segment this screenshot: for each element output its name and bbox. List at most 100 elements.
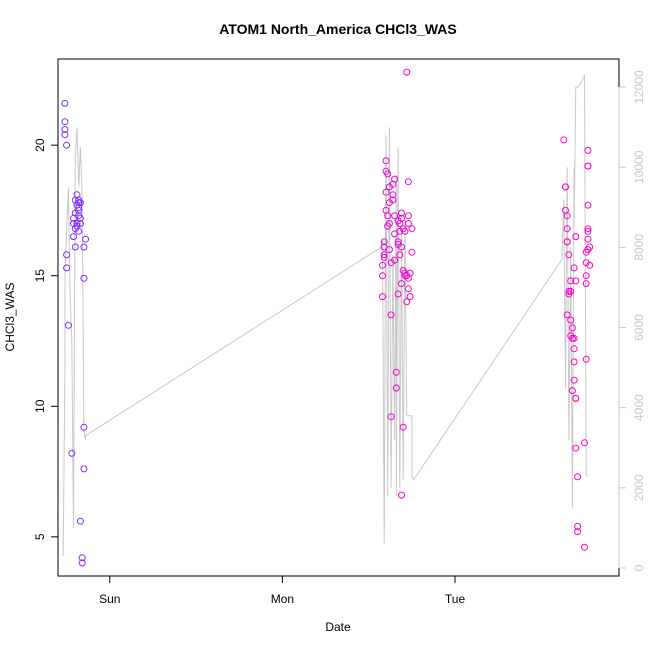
data-point: [380, 238, 388, 246]
data-point: [408, 248, 416, 256]
data-point: [71, 243, 79, 251]
data-point: [385, 220, 393, 227]
data-point: [404, 178, 412, 186]
data-point: [392, 384, 400, 392]
y-tick-label: 15: [33, 269, 47, 283]
y-tick-label: 5: [33, 533, 47, 540]
data-point: [80, 274, 88, 282]
x-tick-label: Sun: [99, 592, 120, 606]
altitude-line: [62, 74, 588, 557]
data-point: [394, 238, 402, 246]
data-point: [572, 277, 580, 285]
y2-tick-label: 2000: [632, 474, 646, 501]
chart-title: ATOM1 North_America CHCl3_WAS: [219, 21, 457, 37]
data-point: [403, 298, 411, 306]
y-axis-label: CHCl3_WAS: [3, 283, 17, 352]
y2-tick-label: 6000: [632, 314, 646, 341]
y2-tick-label: 12000: [632, 70, 646, 104]
data-point: [76, 214, 84, 222]
data-point: [80, 423, 88, 431]
y-tick-label: 20: [33, 138, 47, 152]
data-point: [584, 146, 592, 154]
data-point: [384, 212, 392, 220]
data-point: [570, 334, 578, 342]
y-axis: 5 10 15 20: [33, 138, 58, 540]
data-point: [398, 243, 405, 251]
data-point: [567, 316, 575, 324]
data-point: [75, 206, 83, 214]
data-point: [384, 170, 392, 178]
data-point: [396, 251, 404, 259]
data-point: [584, 225, 592, 233]
data-point: [391, 256, 399, 264]
data-point: [401, 227, 409, 235]
y-tick-label: 10: [33, 399, 47, 413]
data-point: [398, 209, 405, 217]
data-point: [404, 285, 412, 293]
altitude-line-layer: [62, 74, 588, 557]
data-point: [391, 212, 399, 220]
data-point: [574, 473, 582, 481]
data-point: [572, 394, 580, 402]
data-point: [64, 321, 72, 329]
data-point: [61, 99, 69, 107]
data-point: [80, 465, 88, 473]
data-point: [379, 272, 386, 280]
data-point: [572, 444, 580, 452]
data-point: [76, 517, 84, 525]
data-point: [78, 559, 86, 567]
data-point: [63, 141, 71, 149]
data-point: [563, 238, 571, 246]
data-point: [385, 246, 393, 254]
data-point: [392, 368, 400, 376]
data-point: [68, 449, 76, 457]
data-point: [61, 126, 69, 133]
data-point: [565, 251, 573, 259]
data-point: [82, 235, 90, 243]
data-point: [382, 157, 390, 165]
data-point: [584, 235, 592, 243]
data-point: [567, 287, 575, 295]
data-point: [75, 227, 83, 235]
y2-tick-label: 10000: [632, 150, 646, 184]
data-point: [563, 225, 571, 233]
data-point: [391, 175, 399, 183]
data-point: [63, 264, 71, 272]
data-point: [398, 491, 405, 499]
y2-tick-label: 0: [632, 564, 646, 571]
data-point: [562, 183, 569, 191]
data-point: [570, 376, 578, 384]
data-point: [572, 233, 580, 241]
data-point: [389, 196, 397, 204]
data-point: [584, 201, 592, 209]
data-point: [379, 293, 386, 301]
y2-tick-label: 4000: [632, 394, 646, 421]
data-points-layer: [61, 68, 594, 567]
data-point: [586, 243, 594, 251]
data-point: [403, 68, 411, 76]
data-point: [568, 324, 576, 332]
data-point: [399, 423, 407, 431]
data-point: [63, 251, 71, 259]
y-axis-right: 0 2000 4000 6000 8000 10000 12000: [618, 70, 646, 571]
data-point: [382, 188, 390, 196]
data-point: [582, 272, 590, 280]
data-point: [581, 543, 588, 551]
y2-tick-label: 8000: [632, 234, 646, 261]
data-point: [76, 220, 84, 227]
data-point: [61, 131, 69, 139]
data-point: [389, 191, 397, 199]
data-point: [406, 293, 414, 301]
data-point: [380, 253, 388, 261]
x-axis-label: Date: [325, 620, 351, 634]
data-point: [61, 118, 69, 126]
data-point: [570, 358, 578, 366]
data-point: [584, 227, 592, 235]
data-point: [563, 212, 571, 220]
data-point: [398, 280, 405, 288]
data-point: [379, 261, 386, 269]
x-axis: Sun Mon Tue: [99, 576, 465, 606]
data-point: [394, 290, 402, 298]
data-point: [570, 264, 578, 272]
